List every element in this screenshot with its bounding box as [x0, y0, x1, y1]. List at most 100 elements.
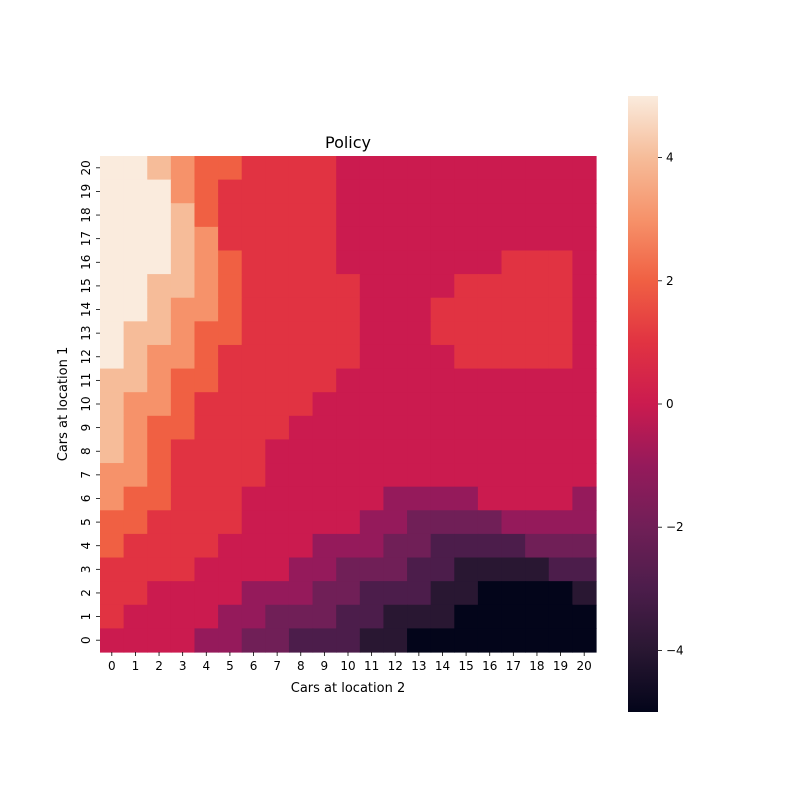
- heatmap-cell-r16-c4: [194, 250, 219, 275]
- heatmap-cell-r10-c3: [170, 392, 196, 417]
- heatmap-cell-r17-c15: [454, 226, 479, 252]
- heatmap-cell-r16-c16: [477, 250, 503, 275]
- heatmap-cell-r12-c18: [525, 344, 550, 370]
- heatmap-cell-r18-c10: [336, 203, 361, 228]
- heatmap-cell-r17-c6: [241, 226, 266, 252]
- heatmap-cell-r3-c19: [548, 557, 573, 582]
- heatmap-cell-r16-c19: [548, 250, 573, 275]
- heatmap-cell-r12-c5: [218, 344, 243, 370]
- heatmap-cell-r12-c13: [407, 344, 432, 370]
- heatmap-cell-r10-c7: [265, 392, 290, 417]
- heatmap-cell-r17-c2: [147, 226, 172, 252]
- heatmap-cell-r16-c15: [454, 250, 479, 275]
- heatmap-cell-r12-c4: [194, 344, 219, 370]
- heatmap-cell-r15-c20: [572, 274, 597, 299]
- heatmap-cell-r18-c5: [218, 203, 243, 228]
- heatmap-cell-r19-c9: [312, 179, 337, 204]
- heatmap-cell-r10-c17: [501, 392, 526, 417]
- heatmap-cell-r14-c7: [265, 297, 290, 322]
- heatmap-cell-r6-c13: [407, 486, 432, 511]
- heatmap-cell-r0-c18: [525, 628, 550, 653]
- heatmap-cell-r3-c16: [477, 557, 503, 582]
- heatmap-cell-r20-c18: [525, 156, 550, 181]
- heatmap-cell-r16-c14: [430, 250, 455, 275]
- heatmap-cell-r11-c14: [430, 368, 455, 393]
- heatmap-cell-r19-c14: [430, 179, 455, 204]
- heatmap-cell-r1-c3: [170, 604, 196, 629]
- heatmap-cell-r6-c0: [100, 486, 125, 511]
- heatmap-cell-r20-c9: [312, 156, 337, 181]
- x-tick-label: 6: [250, 659, 258, 673]
- x-tick-label: 11: [364, 659, 379, 673]
- colorbar-tick-label: −4: [666, 643, 684, 657]
- colorbar: [628, 96, 658, 712]
- heatmap-cell-r10-c20: [572, 392, 597, 417]
- heatmap-cell-r13-c16: [477, 321, 503, 346]
- heatmap-cell-r7-c4: [194, 463, 219, 488]
- heatmap-cell-r18-c0: [100, 203, 125, 228]
- heatmap-cell-r10-c8: [288, 392, 314, 417]
- heatmap-cell-r4-c1: [123, 533, 148, 559]
- heatmap-cell-r0-c3: [170, 628, 196, 653]
- heatmap-cell-r0-c13: [407, 628, 432, 653]
- heatmap-cell-r16-c1: [123, 250, 148, 275]
- x-tick-label: 12: [388, 659, 403, 673]
- heatmap-cell-r5-c17: [501, 510, 526, 535]
- heatmap-cell-r6-c18: [525, 486, 550, 511]
- heatmap-cell-r1-c11: [359, 604, 385, 629]
- heatmap-cell-r0-c14: [430, 628, 455, 653]
- heatmap-cell-r9-c9: [312, 415, 337, 441]
- heatmap-cell-r19-c11: [359, 179, 385, 204]
- colorbar-tick-label: 4: [666, 151, 674, 165]
- heatmap-cell-r6-c20: [572, 486, 597, 511]
- heatmap-cell-r2-c0: [100, 581, 125, 606]
- heatmap-cell-r6-c12: [383, 486, 408, 511]
- y-tick-label: 4: [79, 542, 93, 550]
- heatmap-cell-r7-c8: [288, 463, 314, 488]
- heatmap-cell-r8-c1: [123, 439, 148, 464]
- heatmap-cell-r7-c14: [430, 463, 455, 488]
- heatmap-cell-r4-c15: [454, 533, 479, 559]
- heatmap-cell-r3-c15: [454, 557, 479, 582]
- heatmap-cell-r14-c20: [572, 297, 597, 322]
- heatmap-cell-r17-c1: [123, 226, 148, 252]
- heatmap-cell-r6-c7: [265, 486, 290, 511]
- heatmap-cell-r3-c3: [170, 557, 196, 582]
- heatmap-cell-r17-c10: [336, 226, 361, 252]
- heatmap-cell-r7-c1: [123, 463, 148, 488]
- heatmap-cell-r15-c13: [407, 274, 432, 299]
- heatmap-cell-r9-c8: [288, 415, 314, 441]
- heatmap-cell-r17-c4: [194, 226, 219, 252]
- x-tick-label: 0: [108, 659, 116, 673]
- heatmap-cell-r20-c6: [241, 156, 266, 181]
- heatmap-cell-r11-c15: [454, 368, 479, 393]
- heatmap-cell-r12-c0: [100, 344, 125, 370]
- heatmap-cell-r17-c14: [430, 226, 455, 252]
- heatmap-cell-r6-c14: [430, 486, 455, 511]
- heatmap-cell-r4-c6: [241, 533, 266, 559]
- heatmap-cell-r3-c18: [525, 557, 550, 582]
- heatmap-cell-r19-c20: [572, 179, 597, 204]
- heatmap-cell-r20-c20: [572, 156, 597, 181]
- heatmap-cell-r11-c16: [477, 368, 503, 393]
- heatmap-cell-r18-c17: [501, 203, 526, 228]
- heatmap-cell-r2-c1: [123, 581, 148, 606]
- heatmap-cell-r11-c5: [218, 368, 243, 393]
- heatmap-cell-r3-c0: [100, 557, 125, 582]
- heatmap-cell-r5-c12: [383, 510, 408, 535]
- heatmap-cell-r18-c4: [194, 203, 219, 228]
- heatmap-cell-r1-c14: [430, 604, 455, 629]
- heatmap-cell-r9-c11: [359, 415, 385, 441]
- heatmap-cell-r16-c10: [336, 250, 361, 275]
- heatmap-cell-r14-c19: [548, 297, 573, 322]
- heatmap-cell-r19-c17: [501, 179, 526, 204]
- heatmap-cell-r8-c11: [359, 439, 385, 464]
- y-tick-label: 10: [79, 396, 93, 411]
- heatmap-cell-r5-c4: [194, 510, 219, 535]
- heatmap-cell-r2-c2: [147, 581, 172, 606]
- heatmap-cell-r20-c16: [477, 156, 503, 181]
- heatmap-cell-r13-c14: [430, 321, 455, 346]
- heatmap-cell-r9-c4: [194, 415, 219, 441]
- heatmap-cell-r20-c15: [454, 156, 479, 181]
- heatmap-cell-r13-c20: [572, 321, 597, 346]
